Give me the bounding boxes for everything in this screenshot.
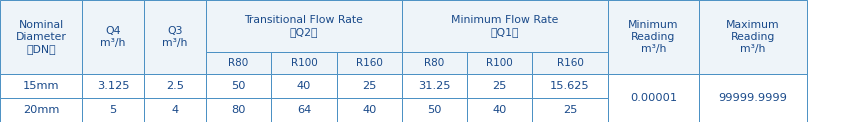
Bar [337, 98, 402, 122]
Text: Maximum
Reading
m³/h: Maximum Reading m³/h [726, 20, 780, 54]
Text: 80: 80 [231, 105, 246, 115]
Text: 50: 50 [427, 105, 442, 115]
Text: 99999.9999: 99999.9999 [719, 93, 788, 103]
Bar [532, 74, 608, 98]
Text: 4: 4 [171, 105, 179, 115]
Bar [0, 98, 82, 122]
Text: 50: 50 [231, 81, 246, 91]
Bar [532, 52, 608, 74]
Text: Minimum
Reading
m³/h: Minimum Reading m³/h [629, 20, 679, 54]
Bar [144, 0, 206, 74]
Bar [206, 0, 402, 52]
Bar [402, 0, 608, 52]
Bar [206, 98, 271, 122]
Text: Transitional Flow Rate
（Q2）: Transitional Flow Rate （Q2） [244, 15, 364, 37]
Text: R160: R160 [356, 58, 383, 68]
Bar [467, 98, 532, 122]
Text: 40: 40 [492, 105, 507, 115]
Bar [144, 98, 206, 122]
Bar [206, 74, 271, 98]
Text: 25: 25 [562, 105, 577, 115]
Bar [271, 98, 337, 122]
Text: 40: 40 [297, 81, 311, 91]
Bar [532, 98, 608, 122]
Text: Q4
m³/h: Q4 m³/h [101, 26, 126, 48]
Bar [206, 52, 271, 74]
Bar [144, 74, 206, 98]
Text: Q3
m³/h: Q3 m³/h [163, 26, 187, 48]
Text: R160: R160 [556, 58, 583, 68]
Text: R80: R80 [229, 58, 249, 68]
Bar [0, 0, 82, 74]
Text: 64: 64 [297, 105, 311, 115]
Text: Nominal
Diameter
（DN）: Nominal Diameter （DN） [15, 20, 66, 54]
Bar [0, 74, 82, 98]
Bar [402, 74, 467, 98]
Text: R80: R80 [424, 58, 445, 68]
Bar [699, 74, 807, 122]
Bar [337, 74, 402, 98]
Text: R100: R100 [291, 58, 317, 68]
Bar [82, 74, 144, 98]
Text: 15.625: 15.625 [550, 81, 590, 91]
Bar [608, 74, 699, 122]
Text: 31.25: 31.25 [418, 81, 451, 91]
Text: 25: 25 [362, 81, 377, 91]
Text: 0.00001: 0.00001 [630, 93, 677, 103]
Bar [271, 74, 337, 98]
Text: 25: 25 [492, 81, 507, 91]
Bar [467, 52, 532, 74]
Text: 3.125: 3.125 [96, 81, 129, 91]
Text: 5: 5 [109, 105, 117, 115]
Text: 2.5: 2.5 [166, 81, 184, 91]
Text: Minimum Flow Rate
（Q1）: Minimum Flow Rate （Q1） [452, 15, 559, 37]
Bar [82, 0, 144, 74]
Bar [608, 0, 699, 74]
Bar [271, 52, 337, 74]
Text: 20mm: 20mm [23, 105, 59, 115]
Text: 40: 40 [362, 105, 377, 115]
Text: 15mm: 15mm [22, 81, 59, 91]
Bar [337, 52, 402, 74]
Text: R100: R100 [486, 58, 513, 68]
Bar [402, 98, 467, 122]
Bar [82, 98, 144, 122]
Bar [699, 0, 807, 74]
Bar [467, 74, 532, 98]
Bar [402, 52, 467, 74]
